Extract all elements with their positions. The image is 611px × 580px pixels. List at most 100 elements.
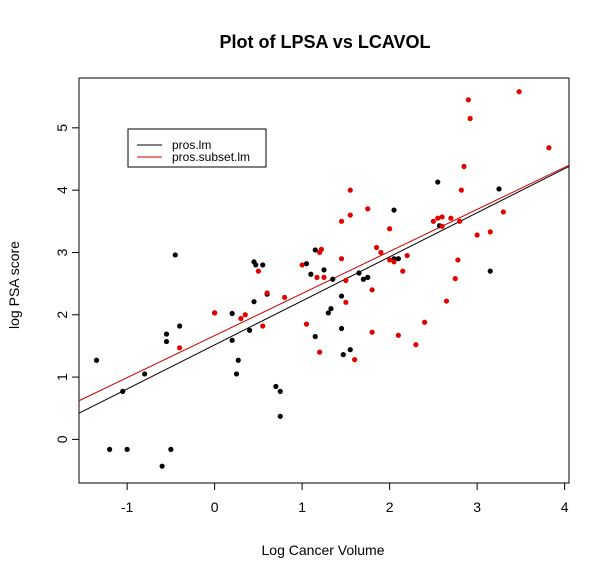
legend-label-pros-lm: pros.lm [172,138,211,152]
data-point [395,332,401,338]
data-point [404,252,410,259]
data-point [487,268,493,274]
data-point [365,274,371,280]
data-point [325,310,331,316]
data-point [299,262,305,268]
data-point [452,276,458,282]
data-point [330,276,336,282]
y-tick-label: 1 [54,373,70,381]
data-point [163,338,170,345]
data-point [282,294,288,300]
x-tick-label: 4 [561,499,569,515]
data-point [448,215,454,221]
data-point [378,249,384,256]
data-point [413,342,419,348]
data-point [347,347,353,353]
data-point [308,271,314,277]
data-point [435,179,441,185]
data-point [340,352,346,358]
data-point [465,97,471,103]
data-point [439,214,445,220]
regression-lines [78,164,570,414]
data-point [229,337,235,343]
black-points [93,179,502,469]
regression-line-pros-lm [78,166,570,414]
data-point [422,319,428,325]
data-point [443,298,450,304]
data-point [369,329,375,335]
data-point [347,212,353,218]
data-point [321,274,327,280]
data-point [435,215,441,221]
x-tick-label: 1 [298,499,306,515]
y-tick-label: 3 [54,248,70,256]
data-point [317,349,323,355]
legend: pros.lm pros.subset.lm [127,128,267,168]
red-points [177,89,552,363]
data-point [312,333,318,340]
data-point [233,371,240,377]
data-point [253,262,259,268]
x-tick-label: 3 [473,499,481,515]
data-point [500,209,506,215]
data-point [260,323,266,329]
y-tick-label: 5 [54,124,70,132]
data-point [229,310,235,317]
data-point [260,262,266,268]
data-point [400,268,406,274]
data-point [107,446,113,452]
data-point [343,299,349,305]
data-point [277,388,283,395]
data-point [373,244,380,251]
data-point [369,287,375,293]
data-point [461,163,467,170]
x-tick-label: 0 [211,499,219,515]
data-point [338,218,345,224]
x-axis-label: Log Cancer Volume [262,542,385,558]
data-point [168,446,174,452]
data-point [264,290,270,296]
y-tick-label: 2 [54,311,70,319]
data-point [347,187,353,193]
data-point [124,446,130,452]
data-point [487,229,493,235]
data-point [457,218,463,224]
data-point [387,257,393,263]
data-point [247,327,253,333]
data-point [430,218,436,224]
data-point [360,276,366,282]
data-point [356,270,362,276]
data-point [387,226,393,232]
x-axis: -1 0 1 2 3 4 [121,482,569,515]
data-point [312,247,318,253]
data-point [238,315,244,322]
data-point [352,357,358,363]
data-point [338,293,345,299]
data-point [212,310,218,316]
data-point [338,325,345,332]
data-point [338,256,345,262]
y-tick-label: 0 [54,435,70,443]
data-point [303,321,310,327]
data-point [172,252,178,258]
data-point [439,223,445,229]
data-point [159,463,165,469]
data-point [277,413,283,419]
data-point [467,115,473,122]
legend-label-pros-subset-lm: pros.subset.lm [172,150,250,164]
legend-box [127,128,267,168]
data-point [455,257,461,263]
data-point [458,187,464,193]
chart-title: Plot of LPSA vs LCAVOL [219,32,430,52]
data-point [163,331,170,337]
data-point [177,323,183,329]
data-point [474,232,480,238]
regression-line-pros-subset-lm [78,164,570,402]
data-point [318,246,324,252]
y-tick-label: 4 [54,186,70,194]
data-point [314,274,320,280]
data-point [516,89,522,95]
data-point [303,261,310,267]
data-points [93,89,552,469]
